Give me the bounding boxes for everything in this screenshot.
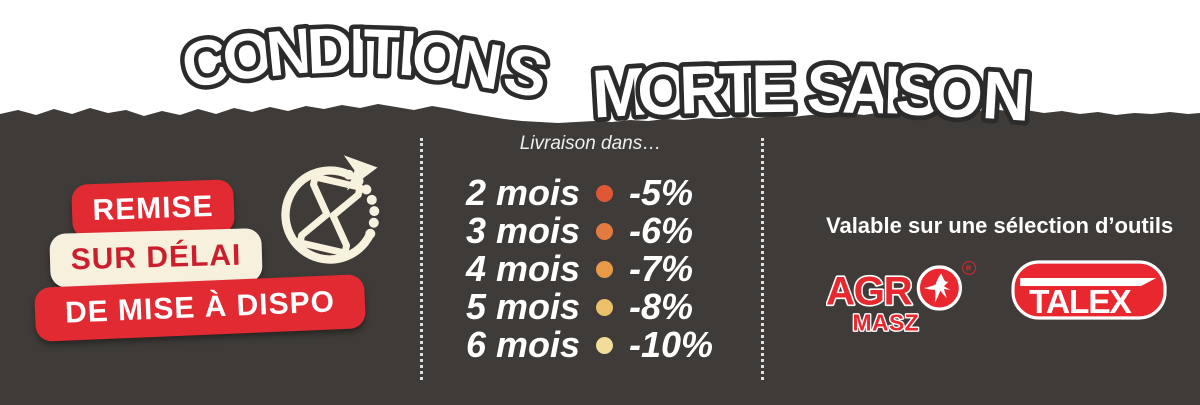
svg-text:C O N D I T I O N S: C O N D I T I O N S (175, 14, 554, 113)
svg-text:MASZ: MASZ (853, 310, 920, 333)
svg-text:M O R T E S A I S O N: M O R T E S A I S O N (590, 51, 1033, 136)
svg-text:AGR: AGR (826, 269, 913, 314)
svg-text:R: R (966, 264, 972, 273)
svg-text:TALEX: TALEX (1029, 284, 1132, 321)
